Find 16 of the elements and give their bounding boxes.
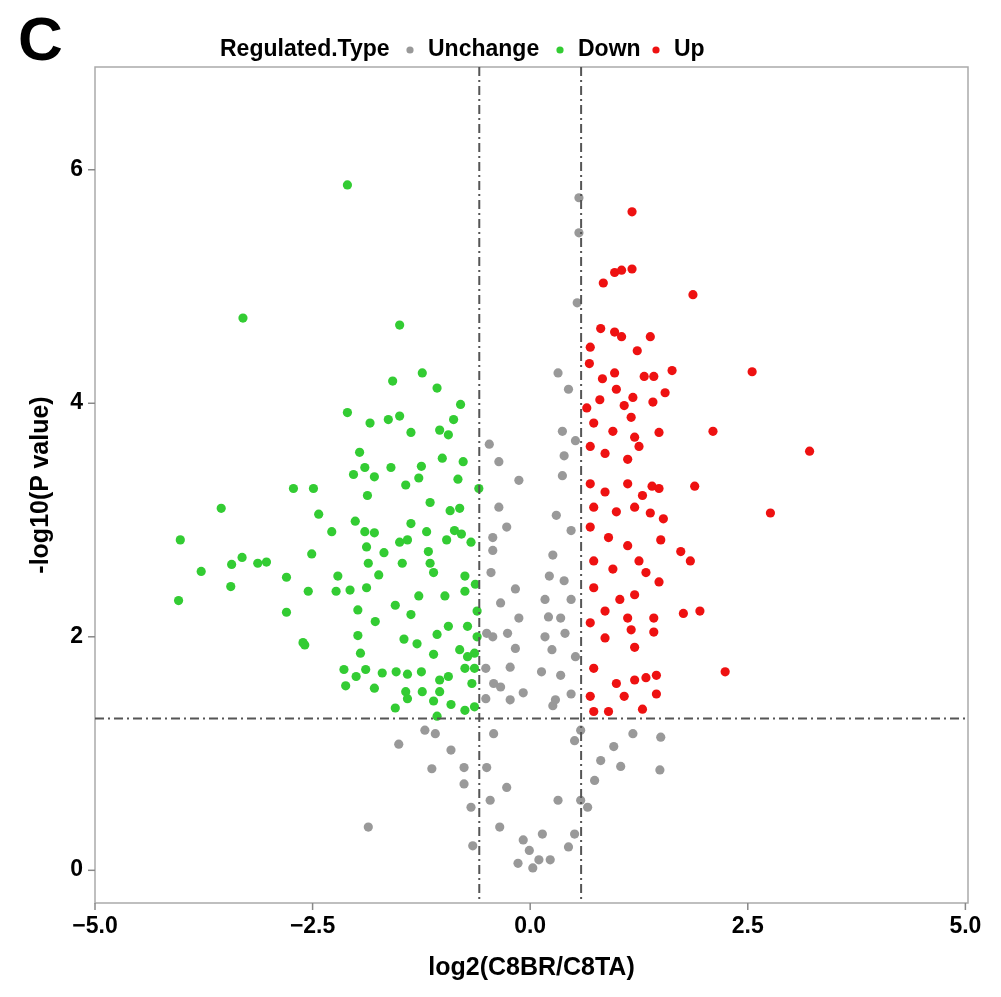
legend-title: Regulated.Type: [220, 35, 390, 62]
x-tick-label: −5.0: [72, 912, 118, 938]
chart-title: C: [18, 4, 63, 73]
legend-label: Down: [578, 35, 641, 62]
x-tick-label: −2.5: [289, 912, 336, 938]
x-axis-title: log2(C8BR/C8TA): [428, 952, 635, 980]
x-tick-label: 0.0: [514, 912, 547, 938]
legend-label: Unchange: [428, 35, 540, 62]
x-tick-label: 5.0: [949, 912, 982, 938]
y-tick-label: 0: [70, 855, 83, 882]
legend-label: Up: [674, 35, 705, 62]
y-tick-label: 2: [70, 621, 83, 648]
x-tick-label: 2.5: [731, 912, 764, 938]
y-tick-label: 4: [70, 388, 84, 415]
y-tick-label: 6: [70, 154, 83, 181]
y-axis-title: -log10(P value): [25, 396, 53, 574]
